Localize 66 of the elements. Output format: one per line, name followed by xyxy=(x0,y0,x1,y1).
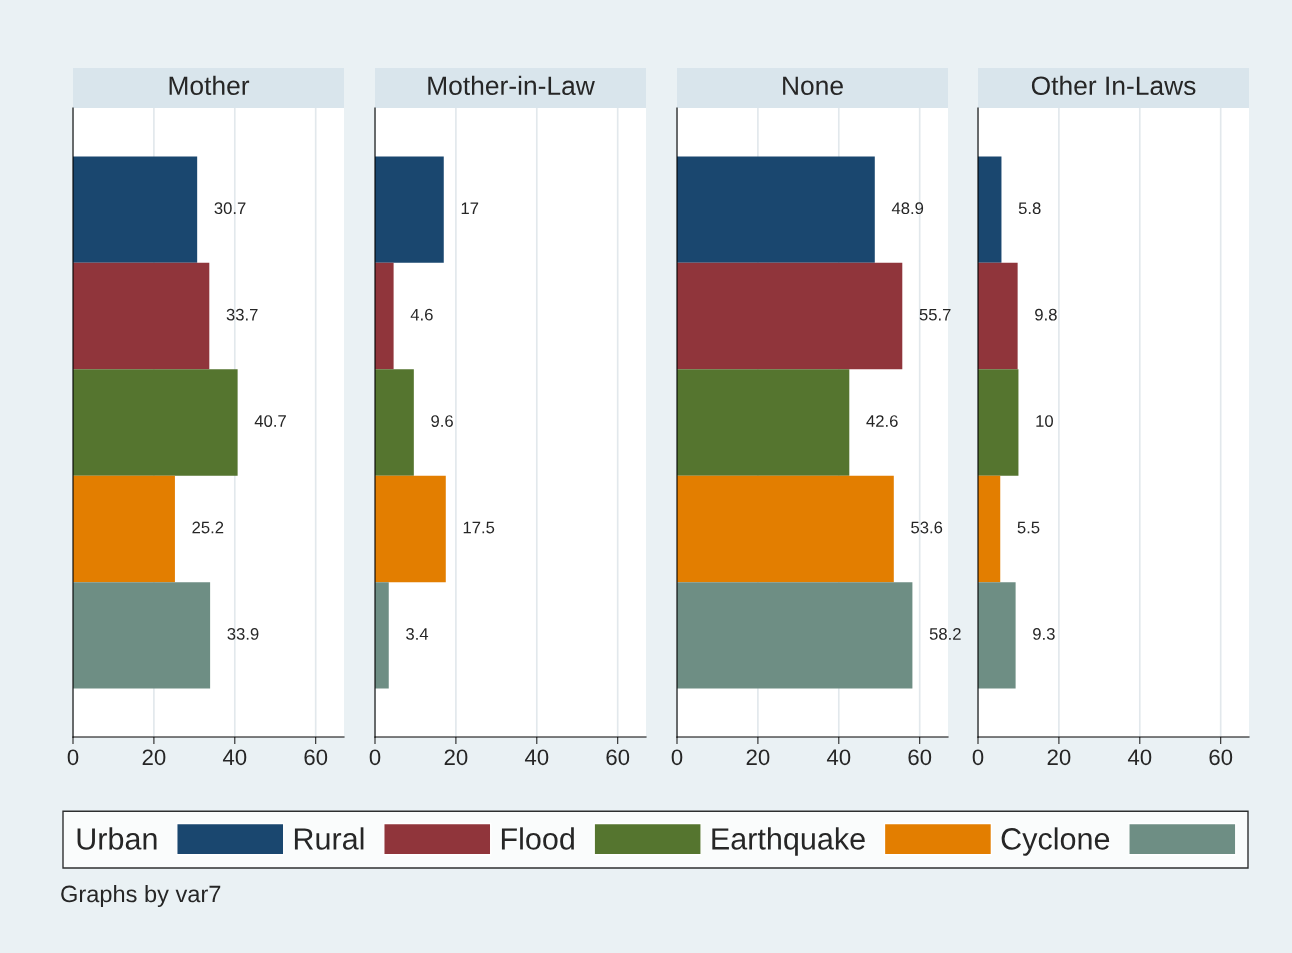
data-label: 53.6 xyxy=(911,521,943,534)
legend-label: Flood xyxy=(501,827,574,850)
bar xyxy=(677,369,850,476)
data-label: 5.8 xyxy=(1018,202,1041,215)
bar xyxy=(375,156,444,263)
bar xyxy=(978,582,1016,689)
chart-title: Mother xyxy=(169,75,250,96)
bar xyxy=(677,156,875,263)
bar xyxy=(677,262,903,370)
x-tick-label: 40 xyxy=(222,749,247,766)
x-tick-label: 40 xyxy=(826,749,851,766)
bar xyxy=(677,475,894,583)
bar xyxy=(73,369,238,476)
data-label: 9.8 xyxy=(1035,308,1057,321)
bar xyxy=(375,475,446,583)
bar xyxy=(73,582,211,689)
x-tick-label: 20 xyxy=(1047,749,1071,766)
data-label: 9.3 xyxy=(1033,628,1055,640)
x-tick-label: 40 xyxy=(1127,749,1152,766)
data-label: 58.2 xyxy=(929,628,961,640)
data-label: 17.5 xyxy=(463,521,495,534)
data-label: 33.7 xyxy=(226,308,258,321)
data-label: 48.9 xyxy=(891,202,924,215)
chart-title: Other In-Laws xyxy=(1031,75,1196,96)
bar xyxy=(375,582,389,689)
bar xyxy=(73,156,198,263)
data-label: 4.6 xyxy=(410,308,433,321)
x-tick-label: 40 xyxy=(524,749,549,766)
bar xyxy=(978,262,1018,370)
legend-label: Cyclone xyxy=(1001,827,1110,856)
bar xyxy=(978,475,1001,583)
data-label: 55.7 xyxy=(919,308,951,321)
legend-label: Rural xyxy=(294,827,364,850)
x-tick-label: 0 xyxy=(671,749,683,766)
x-tick-label: 60 xyxy=(908,749,932,766)
data-label: 3.4 xyxy=(406,628,429,640)
bar xyxy=(978,156,1002,263)
x-tick-label: 20 xyxy=(746,749,770,766)
text: Graphs by var7 xyxy=(61,885,221,908)
x-tick-label: 20 xyxy=(142,749,166,766)
chart-title: Mother-in-Law xyxy=(428,75,595,96)
bar xyxy=(375,262,394,370)
bar xyxy=(978,369,1019,476)
x-tick-label: 60 xyxy=(606,749,630,766)
x-tick-label: 0 xyxy=(972,749,984,766)
bar xyxy=(73,262,210,370)
data-label: 9.6 xyxy=(431,415,453,427)
data-label: 5.5 xyxy=(1017,521,1040,534)
x-tick-label: 0 xyxy=(369,749,381,766)
data-label: 42.6 xyxy=(866,415,898,427)
chart-title: None xyxy=(783,76,843,96)
data-label: 30.7 xyxy=(214,202,246,215)
x-tick-label: 60 xyxy=(1209,749,1233,766)
x-tick-label: 0 xyxy=(67,749,79,766)
bar xyxy=(677,582,913,689)
bar xyxy=(375,369,414,476)
data-label: 33.9 xyxy=(227,628,259,640)
data-label: 10 xyxy=(1036,415,1053,427)
data-label: 17 xyxy=(461,202,479,214)
legend-label: Earthquake xyxy=(712,827,865,856)
x-tick-label: 60 xyxy=(304,749,328,766)
data-label: 40.7 xyxy=(254,415,286,427)
data-label: 25.2 xyxy=(192,521,224,534)
x-tick-label: 20 xyxy=(444,749,468,766)
legend-label: Urban xyxy=(77,827,157,850)
bar xyxy=(73,475,175,583)
